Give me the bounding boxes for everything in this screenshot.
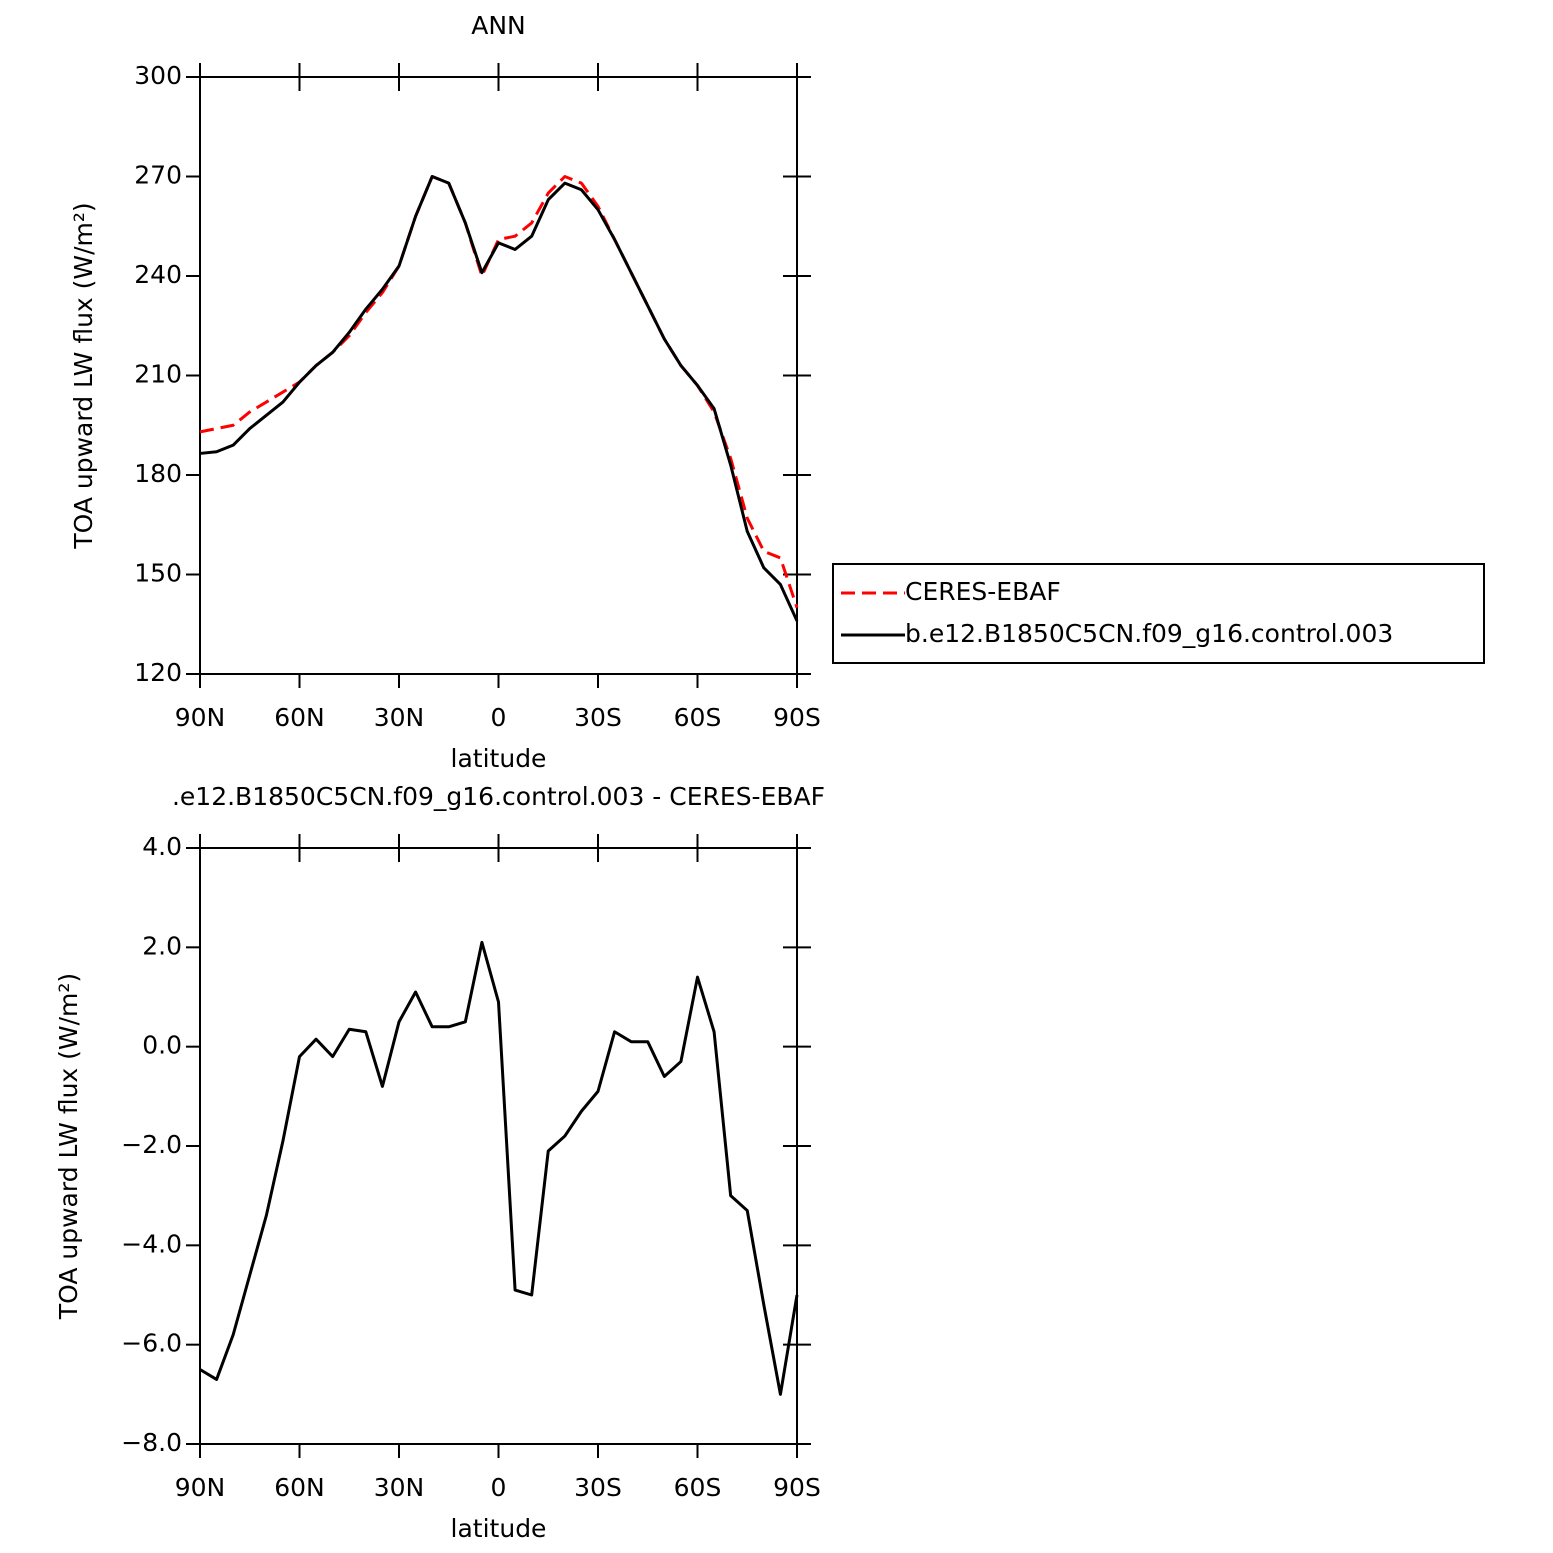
y-tick-label: 4.0 bbox=[142, 832, 182, 861]
y-tick-label: 240 bbox=[134, 260, 182, 289]
chart-title: .e12.B1850C5CN.f09_g16.control.003 - CER… bbox=[172, 782, 825, 811]
x-tick-label: 30S bbox=[574, 703, 622, 732]
x-tick-label: 90S bbox=[773, 703, 821, 732]
y-axis-label: TOA upward LW flux (W/m²) bbox=[69, 202, 98, 549]
data-line bbox=[199, 175, 799, 622]
plot-frame bbox=[199, 847, 798, 1445]
y-tick-label: −8.0 bbox=[121, 1428, 182, 1457]
y-tick-label: 150 bbox=[134, 559, 182, 588]
x-tick-label: 0 bbox=[491, 703, 507, 732]
x-tick-label: 60N bbox=[274, 1473, 325, 1502]
y-tick-label: −6.0 bbox=[121, 1329, 182, 1358]
x-tick-label: 30N bbox=[374, 1473, 425, 1502]
y-axis-label: TOA upward LW flux (W/m²) bbox=[54, 973, 83, 1320]
legend-box bbox=[832, 563, 1485, 664]
x-tick-label: 60N bbox=[274, 703, 325, 732]
x-tick-label: 90N bbox=[175, 703, 226, 732]
chart-title: ANN bbox=[471, 11, 526, 40]
x-tick-label: 60S bbox=[674, 1473, 722, 1502]
x-tick-label: 90N bbox=[175, 1473, 226, 1502]
x-tick-label: 30N bbox=[374, 703, 425, 732]
y-tick-label: 180 bbox=[134, 459, 182, 488]
plot-frame bbox=[199, 76, 798, 675]
y-tick-label: 0.0 bbox=[142, 1031, 182, 1060]
x-tick-label: 0 bbox=[491, 1473, 507, 1502]
y-tick-label: 120 bbox=[134, 658, 182, 687]
x-tick-label: 30S bbox=[574, 1473, 622, 1502]
legend-label: b.e12.B1850C5CN.f09_g16.control.003 bbox=[905, 619, 1393, 648]
y-tick-label: 210 bbox=[134, 360, 182, 389]
legend-label: CERES-EBAF bbox=[905, 577, 1061, 606]
x-tick-label: 90S bbox=[773, 1473, 821, 1502]
y-tick-label: −2.0 bbox=[121, 1130, 182, 1159]
y-tick-label: 270 bbox=[134, 161, 182, 190]
x-axis-label: latitude bbox=[451, 744, 547, 773]
y-tick-label: −4.0 bbox=[121, 1229, 182, 1258]
y-tick-label: 2.0 bbox=[142, 931, 182, 960]
x-tick-label: 60S bbox=[674, 703, 722, 732]
data-line bbox=[199, 940, 799, 1396]
x-axis-label: latitude bbox=[451, 1514, 547, 1543]
y-tick-label: 300 bbox=[134, 61, 182, 90]
